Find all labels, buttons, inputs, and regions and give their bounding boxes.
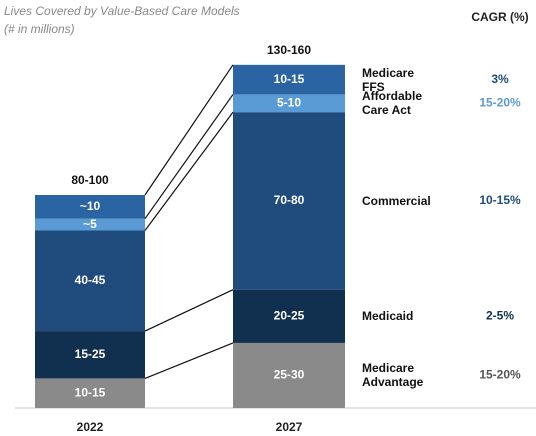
x-tick-label: 2022 [77,420,104,434]
bar-segment [35,195,145,219]
value-label: 70-80 [274,193,305,207]
bar-segment [35,218,145,231]
series-label: Medicare Advantage [362,361,424,390]
bar-segment [35,230,145,332]
bar-segment [35,378,145,408]
chart-title: Lives Covered by Value-Based Care Models [4,4,240,18]
series-label: Medicare FFS [362,65,415,94]
cagr-label: 15-20% [479,368,521,382]
total-label: 80-100 [71,173,109,187]
connector [144,342,234,379]
chart-subtitle: (# in millions) [4,22,75,36]
bar-segment [233,112,345,290]
cagr-label: 15-20% [479,95,521,109]
series-label: Medicaid [362,309,414,324]
connector [144,289,234,332]
cagr-label: 2-5% [486,308,514,322]
cagr-label: 10-15% [479,193,521,207]
value-label: 10-15 [75,385,106,399]
cagr-title: CAGR (%) [471,10,528,24]
value-label: 25-30 [274,368,305,382]
bar-segment [233,64,345,95]
connector [144,111,234,231]
bar-segment [233,94,345,113]
series-label: Affordable Care Act [362,89,422,118]
value-label: 20-25 [274,308,305,322]
bar-segment [233,289,345,343]
series-label: Commercial [362,193,431,208]
value-label: ~5 [83,217,97,231]
value-label: 40-45 [75,273,106,287]
bar-segment [35,331,145,379]
value-label: 5-10 [277,95,301,109]
value-label: ~10 [80,199,101,213]
cagr-label: 3% [491,72,509,86]
x-tick-label: 2027 [276,420,303,434]
value-label: 10-15 [274,72,305,86]
connector [144,64,234,196]
bar-segment [233,342,345,408]
total-label: 130-160 [267,43,311,57]
connector [144,94,234,220]
value-label: 15-25 [75,347,106,361]
